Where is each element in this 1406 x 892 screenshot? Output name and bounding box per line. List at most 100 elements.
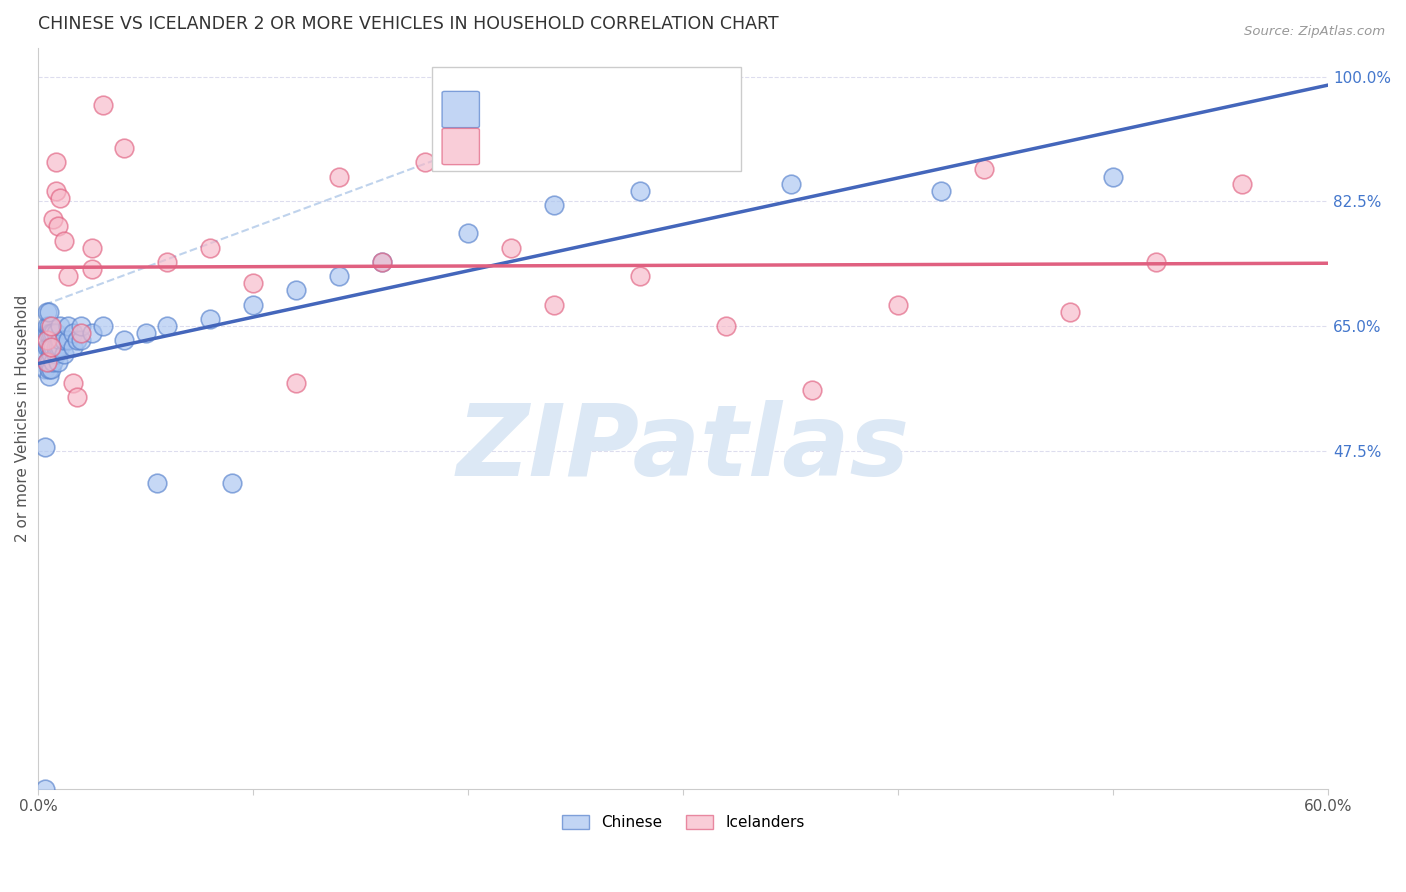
Point	[44, 326, 66, 340]
Point	[242, 277, 264, 291]
Point	[1059, 304, 1081, 318]
Point	[35, 340, 58, 354]
Point	[91, 98, 114, 112]
Point	[42, 326, 65, 340]
Point	[328, 169, 350, 184]
Point	[66, 333, 89, 347]
Text: R = 0.227: R = 0.227	[488, 100, 578, 118]
Point	[39, 347, 62, 361]
Point	[328, 269, 350, 284]
Point	[242, 298, 264, 312]
Point	[35, 333, 58, 347]
Point	[66, 390, 89, 404]
Point	[39, 361, 62, 376]
Text: N = 46: N = 46	[626, 137, 688, 155]
Point	[543, 298, 565, 312]
Point	[35, 354, 58, 368]
Point	[543, 198, 565, 212]
Point	[38, 368, 60, 383]
FancyBboxPatch shape	[441, 128, 479, 165]
Point	[70, 326, 93, 340]
Point	[44, 340, 66, 354]
Point	[501, 241, 523, 255]
Point	[285, 284, 308, 298]
Point	[39, 326, 62, 340]
Point	[35, 304, 58, 318]
Point	[62, 326, 84, 340]
Point	[34, 361, 56, 376]
Bar	[432, 67, 741, 170]
Point	[53, 234, 76, 248]
Point	[112, 333, 135, 347]
Point	[779, 177, 801, 191]
Point	[58, 269, 80, 284]
Point	[801, 383, 824, 397]
Point	[135, 326, 157, 340]
Point	[371, 255, 394, 269]
Point	[80, 262, 103, 277]
Point	[58, 318, 80, 333]
Point	[42, 340, 65, 354]
Point	[457, 227, 479, 241]
Point	[62, 376, 84, 390]
Point	[49, 318, 72, 333]
Y-axis label: 2 or more Vehicles in Household: 2 or more Vehicles in Household	[15, 295, 30, 542]
Point	[413, 155, 436, 169]
Point	[973, 162, 995, 177]
Point	[39, 340, 62, 354]
Point	[44, 155, 66, 169]
Point	[221, 475, 243, 490]
Point	[70, 318, 93, 333]
Point	[42, 212, 65, 227]
Point	[58, 333, 80, 347]
Point	[1102, 169, 1125, 184]
Point	[44, 347, 66, 361]
Point	[35, 318, 58, 333]
Point	[156, 255, 179, 269]
Point	[39, 318, 62, 333]
Point	[49, 191, 72, 205]
Point	[46, 354, 69, 368]
Point	[145, 475, 167, 490]
Text: R = 0.373: R = 0.373	[488, 137, 578, 155]
FancyBboxPatch shape	[441, 91, 479, 128]
Point	[46, 340, 69, 354]
Text: Source: ZipAtlas.com: Source: ZipAtlas.com	[1244, 25, 1385, 38]
Point	[929, 184, 952, 198]
Point	[200, 241, 222, 255]
Point	[38, 304, 60, 318]
Point	[42, 354, 65, 368]
Point	[1230, 177, 1253, 191]
Point	[80, 241, 103, 255]
Legend: Chinese, Icelanders: Chinese, Icelanders	[555, 809, 811, 837]
Point	[34, 440, 56, 454]
Point	[628, 184, 651, 198]
Point	[156, 318, 179, 333]
Point	[39, 340, 62, 354]
Point	[80, 326, 103, 340]
Point	[38, 354, 60, 368]
Point	[38, 340, 60, 354]
Point	[38, 361, 60, 376]
Point	[628, 269, 651, 284]
Point	[38, 318, 60, 333]
Point	[62, 340, 84, 354]
Point	[91, 318, 114, 333]
Text: N = 58: N = 58	[626, 100, 688, 118]
Point	[53, 333, 76, 347]
Point	[285, 376, 308, 390]
Text: CHINESE VS ICELANDER 2 OR MORE VEHICLES IN HOUSEHOLD CORRELATION CHART: CHINESE VS ICELANDER 2 OR MORE VEHICLES …	[38, 15, 779, 33]
Point	[200, 311, 222, 326]
Point	[49, 333, 72, 347]
Point	[112, 141, 135, 155]
Point	[46, 219, 69, 234]
Point	[35, 326, 58, 340]
Point	[44, 184, 66, 198]
Point	[371, 255, 394, 269]
Point	[716, 318, 738, 333]
Point	[35, 354, 58, 368]
Point	[887, 298, 910, 312]
Point	[38, 326, 60, 340]
Text: ZIPatlas: ZIPatlas	[457, 400, 910, 497]
Point	[53, 347, 76, 361]
